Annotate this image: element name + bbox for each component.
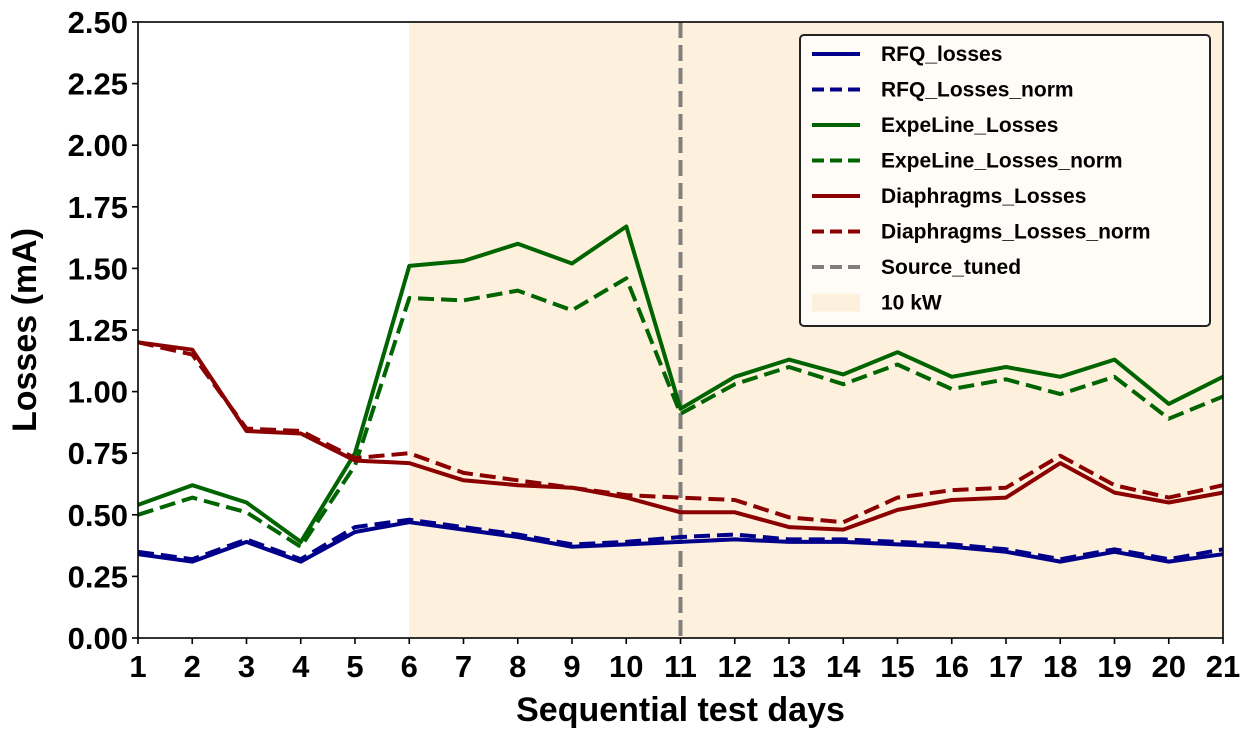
x-axis-title: Sequential test days — [516, 691, 845, 729]
legend-entry: RFQ_losses — [812, 43, 1002, 66]
y-tick-label: 1.75 — [68, 190, 128, 225]
y-tick-layer: 0.00 0.25 0.50 0.75 1.00 1.25 1.50 1.75 2.00 2.25… — [68, 5, 138, 656]
x-tick-label: 7 — [455, 649, 472, 684]
y-tick-label: 0.75 — [68, 436, 128, 471]
x-tick-label: 21 — [1206, 649, 1240, 684]
legend-entry: ExpeLine_Losses — [812, 114, 1058, 137]
legend-entry: Diaphragms_Losses — [812, 185, 1086, 208]
x-tick-label: 10 — [609, 649, 643, 684]
legend-label: RFQ_Losses_norm — [881, 79, 1074, 102]
series-line-diaphragms-losses — [137, 340, 1224, 532]
y-tick-label: 1.50 — [68, 251, 128, 286]
x-tick-label: 2 — [184, 649, 201, 684]
x-tick-label: 3 — [238, 649, 255, 684]
y-tick-label: 2.00 — [68, 128, 128, 163]
y-tick-label: 2.50 — [68, 5, 128, 40]
x-tick-label: 4 — [292, 649, 310, 684]
y-tick-label: 1.00 — [68, 375, 128, 410]
legend: RFQ_losses RFQ_Losses_norm ExpeLine_Losses… — [799, 34, 1211, 327]
series-line-expeline-losses — [137, 224, 1224, 544]
x-tick-label: 12 — [718, 649, 752, 684]
legend-entry: RFQ_Losses_norm — [812, 79, 1074, 102]
legend-label: ExpeLine_Losses — [881, 114, 1058, 137]
y-tick-label: 2.25 — [68, 67, 128, 102]
legend-entry: 10 kW — [812, 292, 942, 315]
legend-entry: ExpeLine_Losses_norm — [812, 150, 1123, 173]
x-tick-label: 9 — [563, 649, 580, 684]
legend-entry: Source_tuned — [812, 256, 1021, 279]
x-tick-label: 5 — [346, 649, 363, 684]
legend-label: RFQ_losses — [881, 43, 1002, 66]
series-layer — [137, 224, 1224, 564]
y-tick-label: 1.25 — [68, 313, 128, 348]
x-tick-layer: 1 2 3 4 5 6 7 8 9 10 11 12 13 14 15 16 17 18 19 20 21 — [129, 638, 1240, 684]
x-tick-label: 14 — [826, 649, 861, 684]
legend-box — [799, 34, 1211, 327]
y-tick-label: 0.50 — [68, 498, 128, 533]
series-line-rfq-losses-norm — [137, 517, 1224, 562]
y-axis-title: Losses (mA) — [6, 228, 44, 432]
series-line-rfq-losses — [137, 520, 1224, 564]
x-tick-label: 8 — [509, 649, 526, 684]
x-tick-label: 20 — [1152, 649, 1186, 684]
legend-label: Source_tuned — [881, 256, 1021, 279]
x-tick-label: 1 — [129, 649, 146, 684]
legend-label: Diaphragms_Losses — [881, 185, 1086, 208]
x-tick-label: 13 — [772, 649, 806, 684]
y-tick-label: 0.25 — [68, 559, 128, 594]
legend-entry: Diaphragms_Losses_norm — [812, 221, 1151, 244]
x-tick-label: 19 — [1097, 649, 1131, 684]
x-tick-label: 16 — [935, 649, 969, 684]
legend-label: 10 kW — [881, 292, 942, 315]
series-line-diaphragms-losses-norm — [137, 340, 1224, 525]
x-tick-label: 18 — [1043, 649, 1077, 684]
legend-label: Diaphragms_Losses_norm — [881, 221, 1151, 244]
legend-swatch — [812, 293, 860, 312]
y-tick-label: 0.00 — [68, 621, 128, 656]
legend-label: ExpeLine_Losses_norm — [881, 150, 1123, 173]
x-tick-label: 15 — [880, 649, 914, 684]
x-tick-label: 11 — [664, 649, 697, 684]
x-tick-label: 6 — [401, 649, 418, 684]
series-line-expeline-losses-norm — [137, 276, 1224, 549]
x-tick-label: 17 — [989, 649, 1023, 684]
